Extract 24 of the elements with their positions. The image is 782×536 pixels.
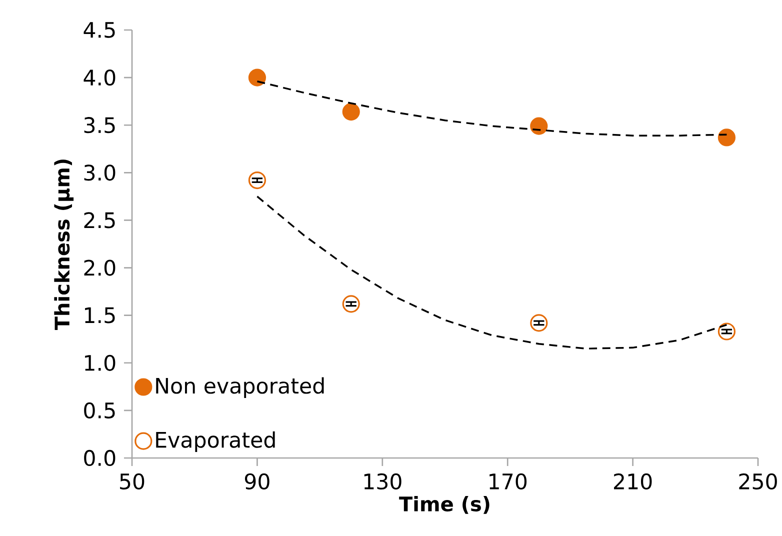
y-tick-label: 2.0 <box>84 260 116 276</box>
point <box>342 102 360 121</box>
y-tick-label: 4.0 <box>84 69 116 86</box>
y-tick-label: 0.5 <box>84 402 115 419</box>
y-tick-label: 3.0 <box>84 164 116 181</box>
y-tick-label: 2.5 <box>84 212 115 228</box>
y-tick-label: 1.5 <box>85 307 115 324</box>
x-tick-label: 170 <box>490 473 527 490</box>
x-tick-label: 250 <box>739 473 777 490</box>
legend-label: Evaporated <box>156 431 275 452</box>
x-tick-label: 90 <box>244 473 270 490</box>
y-tick-label: 1.0 <box>85 354 116 371</box>
x-tick-label: 50 <box>120 473 144 490</box>
point <box>248 68 266 86</box>
y-tick-label: 3.5 <box>84 117 115 134</box>
x-tick-label: 130 <box>364 473 402 490</box>
y-tick-label: 0.0 <box>84 450 116 466</box>
y-axis-title: Thickness (µm) <box>54 160 74 330</box>
x-tick-label: 210 <box>614 473 652 490</box>
point <box>718 128 736 146</box>
legend-label: Non evaporated <box>156 377 324 398</box>
point <box>530 117 548 135</box>
y-tick-label: 4.5 <box>84 22 115 38</box>
x-axis-title: Time (s) <box>399 496 490 514</box>
